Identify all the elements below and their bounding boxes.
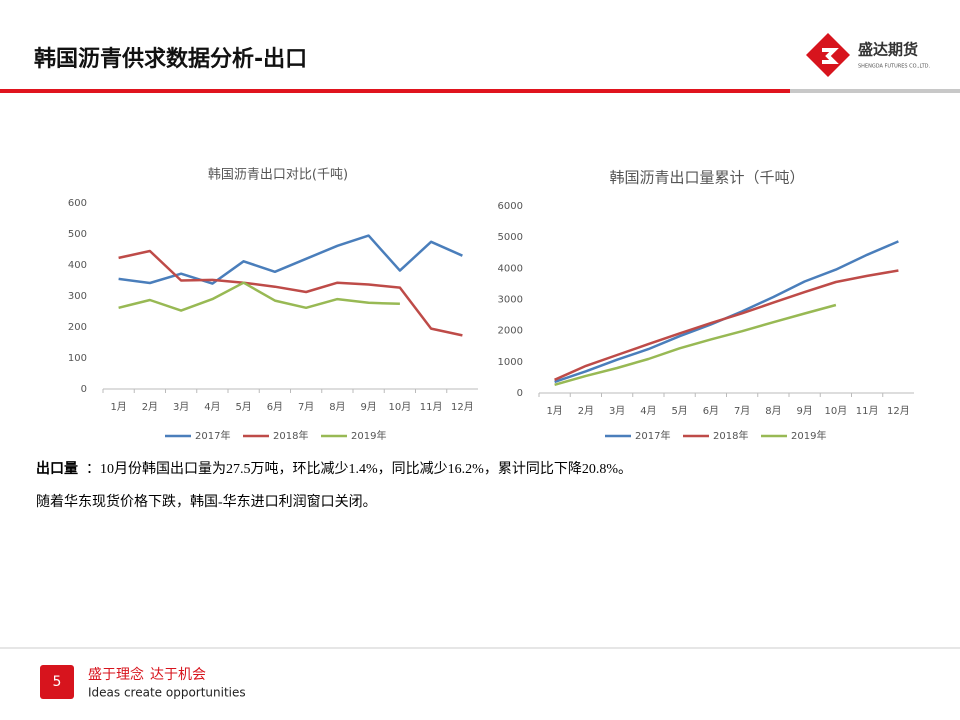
x-tick-label: 11月 xyxy=(420,401,443,413)
x-tick-label: 9月 xyxy=(796,405,812,417)
x-tick-label: 7月 xyxy=(734,405,750,417)
slogan-en: Ideas create opportunities xyxy=(88,686,246,700)
legend-label: 2018年 xyxy=(713,429,748,442)
y-tick-label: 400 xyxy=(68,260,87,271)
legend-label: 2019年 xyxy=(791,429,826,442)
page-number: 5 xyxy=(53,674,62,690)
page-badge xyxy=(40,665,74,699)
y-tick-label: 100 xyxy=(68,353,87,364)
y-tick-label: 6000 xyxy=(498,201,523,212)
legend-label: 2017年 xyxy=(635,429,670,442)
logo: 盛达期货 SHENGDA FUTURES CO.,LTD. xyxy=(806,33,931,77)
x-tick-label: 9月 xyxy=(360,401,376,413)
x-tick-label: 7月 xyxy=(298,401,314,413)
y-tick-label: 300 xyxy=(68,291,87,302)
x-tick-label: 6月 xyxy=(267,401,283,413)
series-line xyxy=(118,249,463,337)
chart-title: 韩国沥青出口对比(千吨) xyxy=(208,168,348,183)
chart-title: 韩国沥青出口量累计（千吨） xyxy=(609,169,804,187)
logo-sub: SHENGDA FUTURES CO.,LTD. xyxy=(858,64,931,70)
series-line xyxy=(118,234,463,285)
y-tick-label: 3000 xyxy=(498,295,523,306)
y-tick-label: 0 xyxy=(81,384,87,395)
slogan: 达于机会 xyxy=(150,667,206,683)
y-tick-label: 1000 xyxy=(498,357,523,368)
text-body: ：10月份韩国出口量为27.5万吨，环比减少1.4%，同比减少16.2%，累计同… xyxy=(86,461,632,477)
y-tick-label: 200 xyxy=(68,322,87,333)
x-tick-label: 2月 xyxy=(578,405,594,417)
logo-name: 盛达期货 xyxy=(858,41,918,59)
x-tick-label: 2月 xyxy=(142,401,158,413)
slide-title: 韩国沥青供求数据分析-出口 xyxy=(34,46,307,72)
header-rule-gray xyxy=(790,89,960,93)
x-tick-label: 12月 xyxy=(887,405,910,417)
x-tick-label: 4月 xyxy=(640,405,656,417)
x-tick-label: 11月 xyxy=(856,405,879,417)
header-rule xyxy=(0,89,790,93)
x-tick-label: 10月 xyxy=(389,401,412,413)
legend-label: 2017年 xyxy=(195,429,230,442)
series-line xyxy=(118,281,400,312)
x-tick-label: 3月 xyxy=(173,401,189,413)
text-line: 随着华东现货价格下跌，韩国-华东进口利润窗口关闭。 xyxy=(36,493,377,510)
x-tick-label: 5月 xyxy=(671,405,687,417)
x-tick-label: 4月 xyxy=(204,401,220,413)
series-line xyxy=(554,269,899,381)
y-tick-label: 500 xyxy=(68,229,87,240)
x-tick-label: 10月 xyxy=(825,405,848,417)
x-tick-label: 12月 xyxy=(451,401,474,413)
x-tick-label: 5月 xyxy=(235,401,251,413)
series-line xyxy=(554,240,899,384)
x-tick-label: 1月 xyxy=(110,401,126,413)
text-label: 出口量 xyxy=(36,460,78,477)
legend-label: 2018年 xyxy=(273,429,308,442)
y-tick-label: 0 xyxy=(517,388,523,399)
x-tick-label: 6月 xyxy=(703,405,719,417)
y-tick-label: 4000 xyxy=(498,263,523,274)
x-tick-label: 8月 xyxy=(765,405,781,417)
y-tick-label: 5000 xyxy=(498,232,523,243)
x-tick-label: 3月 xyxy=(609,405,625,417)
series-line xyxy=(554,303,837,387)
legend-label: 2019年 xyxy=(351,429,386,442)
y-tick-label: 600 xyxy=(68,198,87,209)
y-tick-label: 2000 xyxy=(498,326,523,337)
slogan: 盛于理念 xyxy=(88,666,144,683)
x-tick-label: 1月 xyxy=(546,405,562,417)
x-tick-label: 8月 xyxy=(329,401,345,413)
